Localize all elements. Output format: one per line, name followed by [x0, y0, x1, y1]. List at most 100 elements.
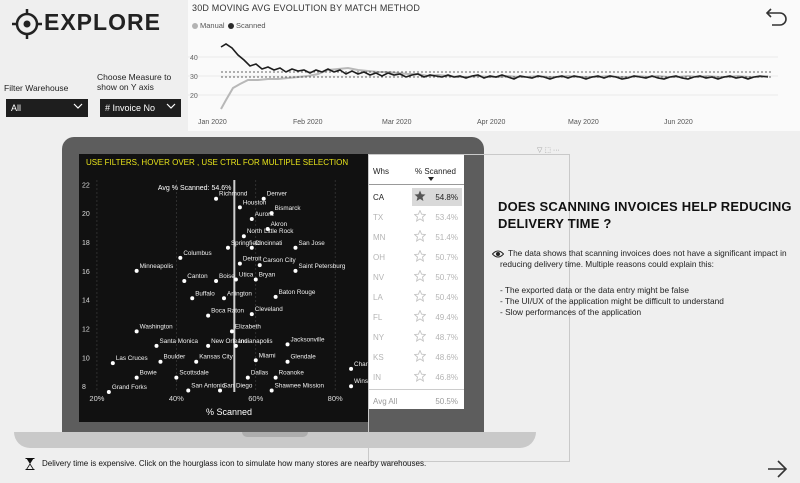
- column-header-warehouse[interactable]: Whs: [373, 167, 389, 176]
- scatter-dot[interactable]: [190, 296, 195, 301]
- scatter-dot[interactable]: [245, 375, 250, 380]
- scatter-point[interactable]: Jacksonville: [285, 336, 325, 347]
- table-row[interactable]: NY 48.7%: [368, 327, 464, 347]
- table-row[interactable]: CA 54.8%: [368, 187, 464, 207]
- measure-dropdown[interactable]: # Invoice No: [100, 99, 181, 117]
- visual-header-icons[interactable]: ▽ ⬚ ···: [537, 147, 560, 154]
- table-row[interactable]: FL 49.4%: [368, 307, 464, 327]
- scatter-point[interactable]: New Orleans: [206, 338, 248, 348]
- scatter-dot[interactable]: [269, 388, 274, 393]
- scatter-point[interactable]: Glendale: [285, 354, 317, 364]
- next-arrow-icon[interactable]: [764, 458, 790, 480]
- table-row[interactable]: TX 53.4%: [368, 207, 464, 227]
- scatter-dot[interactable]: [285, 342, 290, 347]
- table-row[interactable]: IN 46.8%: [368, 367, 464, 387]
- scatter-dot[interactable]: [257, 263, 262, 268]
- scatter-dot[interactable]: [349, 384, 354, 389]
- scatter-dot[interactable]: [249, 312, 254, 317]
- scatter-point[interactable]: Carson City: [257, 257, 297, 268]
- scatter-dot[interactable]: [218, 388, 223, 393]
- scatter-point[interactable]: Dallas: [245, 370, 269, 380]
- scatter-point[interactable]: Indianapolis: [233, 338, 273, 348]
- scatter-point[interactable]: Charlotte: [349, 361, 369, 371]
- scatter-point[interactable]: Springfield: [225, 240, 261, 250]
- scatter-point[interactable]: Houston: [237, 199, 267, 210]
- scatter-dot[interactable]: [154, 343, 159, 348]
- scatter-point[interactable]: Detroit: [237, 256, 262, 266]
- scatter-point[interactable]: Bryan: [253, 272, 276, 282]
- scatter-dot[interactable]: [293, 268, 298, 273]
- scatter-point[interactable]: Canton: [182, 273, 208, 283]
- scatter-dot[interactable]: [273, 375, 278, 380]
- scatter-dot[interactable]: [237, 261, 242, 266]
- hourglass-icon[interactable]: [25, 458, 35, 470]
- scatter-dot[interactable]: [229, 329, 234, 334]
- scatter-point[interactable]: Grand Forks: [106, 384, 147, 394]
- scatter-dot[interactable]: [186, 388, 191, 393]
- scatter-point[interactable]: Denver: [261, 191, 287, 201]
- scatter-point[interactable]: Buffalo: [190, 290, 215, 301]
- scatter-dot[interactable]: [249, 245, 254, 250]
- scatter-dot[interactable]: [214, 278, 219, 283]
- table-row[interactable]: KS 48.6%: [368, 347, 464, 367]
- scatter-dot[interactable]: [249, 216, 254, 221]
- scatter-point[interactable]: San Antonio: [186, 383, 226, 393]
- scatter-point[interactable]: Columbus: [178, 250, 212, 260]
- moving-avg-line-chart[interactable]: 40 30 20 Jan 2020 Feb 2020 Mar 2020 Apr …: [188, 0, 800, 131]
- scatter-dot[interactable]: [134, 329, 139, 334]
- scatter-point[interactable]: San Jose: [293, 240, 325, 250]
- scatter-point[interactable]: Washington: [134, 323, 174, 334]
- scatter-point[interactable]: Minneapolis: [134, 263, 174, 273]
- table-row[interactable]: LA 50.4%: [368, 287, 464, 307]
- scatter-point[interactable]: Cincinnati: [249, 240, 283, 250]
- scatter-dot[interactable]: [222, 296, 226, 301]
- scatter-dot[interactable]: [293, 245, 298, 250]
- scatter-point[interactable]: North Little Rock: [241, 228, 294, 239]
- scatter-dot[interactable]: [106, 390, 111, 394]
- warehouse-dropdown[interactable]: All: [6, 99, 88, 117]
- back-arrow-icon[interactable]: [764, 4, 790, 28]
- scatter-dot[interactable]: [349, 366, 354, 371]
- scatter-dot[interactable]: [206, 313, 211, 318]
- scatter-chart[interactable]: 22 20 18 16 14 12 10 8 20% 40% 60% 80% Avg % Scann…: [79, 172, 369, 422]
- scatter-point[interactable]: Shawnee Mission: [269, 383, 325, 393]
- scatter-dot[interactable]: [285, 359, 290, 364]
- scatter-point[interactable]: Arlington: [222, 290, 252, 301]
- scatter-point[interactable]: Bowie: [134, 370, 158, 380]
- scatter-point[interactable]: Kansas City: [194, 354, 234, 364]
- scatter-point[interactable]: Winston Salem: [349, 378, 369, 389]
- scatter-dot[interactable]: [134, 375, 139, 380]
- scatter-dot[interactable]: [253, 358, 258, 363]
- scatter-point[interactable]: Richmond: [214, 191, 248, 201]
- scatter-point[interactable]: Saint Petersburg: [293, 263, 346, 273]
- scatter-point[interactable]: Baton Rouge: [273, 289, 316, 299]
- scatter-point[interactable]: Akron: [265, 221, 288, 232]
- scatter-dot[interactable]: [206, 343, 211, 348]
- scatter-point[interactable]: Bismarck: [269, 205, 302, 216]
- scatter-point[interactable]: Boulder: [158, 354, 185, 364]
- scatter-dot[interactable]: [158, 359, 163, 364]
- scatter-dot[interactable]: [261, 196, 266, 201]
- scatter-dot[interactable]: [225, 245, 230, 250]
- scatter-dot[interactable]: [233, 343, 238, 348]
- scatter-dot[interactable]: [178, 255, 183, 260]
- scatter-point[interactable]: Scottsdale: [174, 370, 209, 380]
- table-row[interactable]: NV 50.7%: [368, 267, 464, 287]
- warehouse-table[interactable]: Whs % Scanned CA 54.8% TX 53.4% MN 51.4% OH 50.…: [368, 154, 464, 409]
- scatter-dot[interactable]: [233, 277, 238, 282]
- scatter-dot[interactable]: [174, 375, 179, 380]
- scatter-point[interactable]: San Diego: [218, 383, 253, 393]
- scatter-dot[interactable]: [241, 234, 246, 239]
- table-row[interactable]: OH 50.7%: [368, 247, 464, 267]
- scatter-point[interactable]: Roanoke: [273, 370, 305, 380]
- scatter-dot[interactable]: [134, 268, 139, 273]
- scatter-dot[interactable]: [237, 205, 242, 210]
- scatter-point[interactable]: Utica: [233, 272, 254, 282]
- scatter-point[interactable]: Santa Monica: [154, 338, 199, 348]
- column-header-pct-scanned[interactable]: % Scanned: [415, 167, 456, 176]
- scatter-point[interactable]: Boca Raton: [206, 308, 245, 318]
- scatter-point[interactable]: Elizabeth: [229, 323, 261, 334]
- scatter-point[interactable]: Boise: [214, 273, 235, 283]
- scatter-dot[interactable]: [273, 294, 278, 299]
- scatter-dot[interactable]: [110, 361, 115, 366]
